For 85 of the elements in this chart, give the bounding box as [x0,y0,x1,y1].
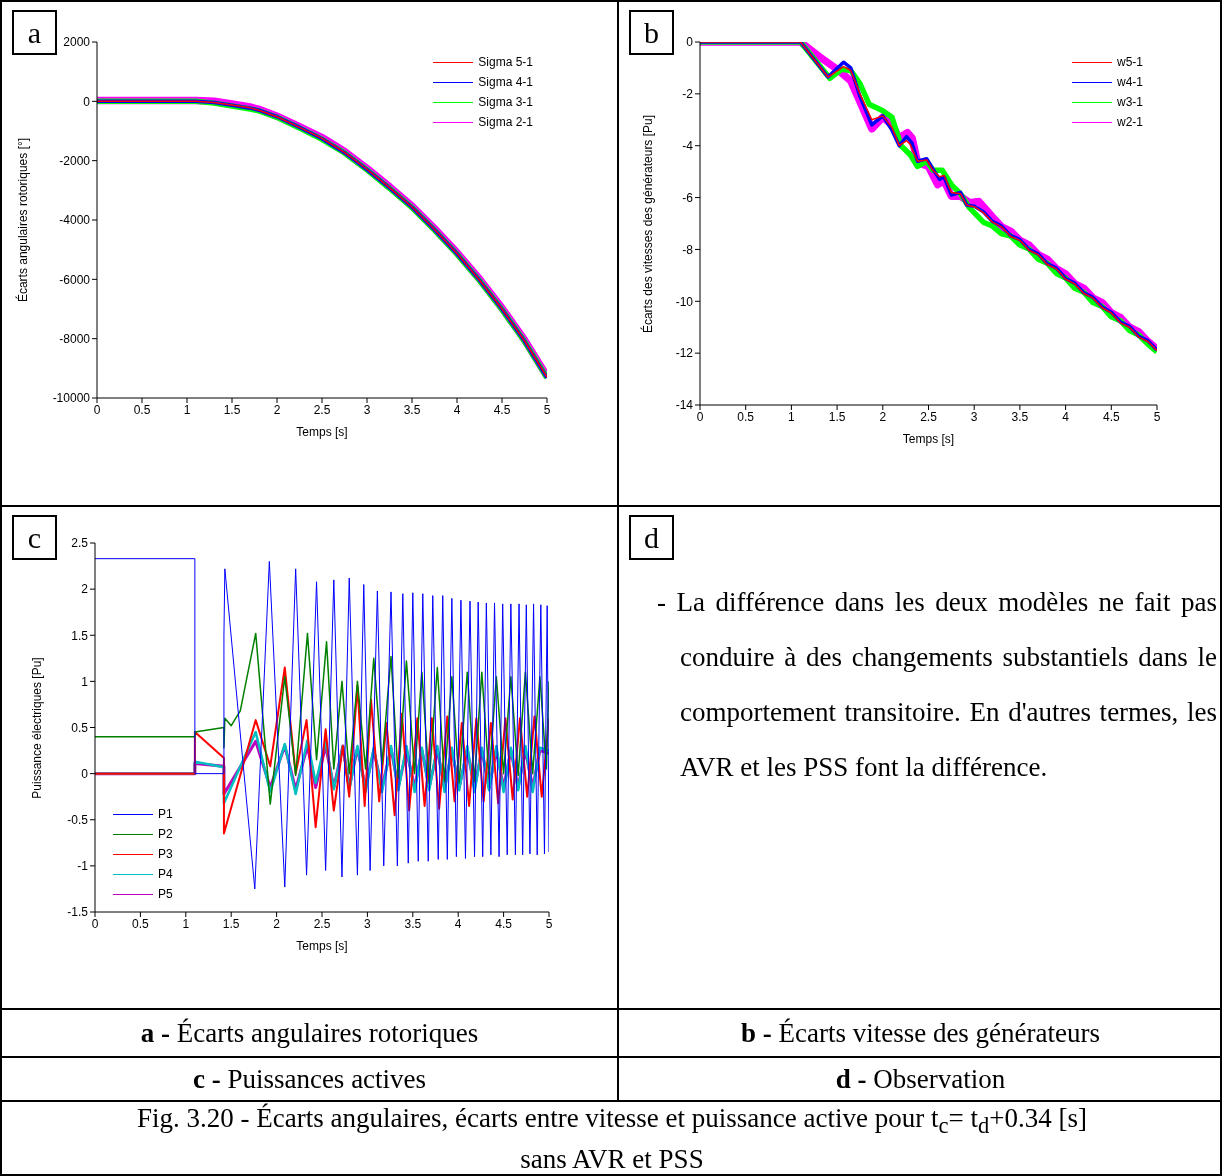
x-tick-label: 4.5 [1102,409,1120,424]
y-tick-label: 0.5 [71,720,89,735]
y-tick-label: -10000 [52,391,91,406]
y-tick-label: -12 [675,346,694,361]
x-tick-label: 5 [1153,409,1161,424]
chart-title: b [629,10,674,55]
x-tick-label: 1 [788,409,796,424]
x-tick-label: 2 [273,402,281,417]
x-tick-label: 3.5 [1011,409,1029,424]
y-axis-title: Écarts des vitesses des générateurs [Pu] [641,114,655,333]
text: d - Observation [835,1063,1006,1095]
text: b - Écarts vitesse des générateurs [740,1017,1101,1049]
y-tick-label: -0.5 [67,813,89,828]
legend-label: P3 [158,847,173,861]
x-tick-label: 4.5 [493,402,511,417]
y-tick-label: -2 [682,87,694,102]
x-tick-label: 2 [273,916,281,931]
x-tick-label: 2.5 [920,409,938,424]
x-tick-label: 2.5 [313,916,331,931]
x-axis-title: Temps [s] [296,939,348,953]
legend-label: Sigma 2-1 [478,115,533,129]
legend-label: w3-1 [1116,95,1143,109]
y-tick-label: -8000 [59,331,91,346]
x-tick-label: 0 [93,402,101,417]
legend-label: P5 [158,887,173,901]
y-tick-label: -1 [77,859,89,874]
y-tick-label: 0 [686,35,694,50]
x-tick-label: 3.5 [403,402,421,417]
x-tick-label: 2 [879,409,887,424]
x-tick-label: 5 [545,916,553,931]
x-tick-label: 3 [970,409,978,424]
legend-label: Sigma 5-1 [478,55,533,69]
y-tick-label: 0 [83,94,91,109]
legend-label: Sigma 4-1 [478,75,533,89]
x-tick-label: 0.5 [133,402,151,417]
legend-label: w4-1 [1116,75,1143,89]
y-axis-title: Puissance électriques [Pu] [30,656,44,799]
text: a - Écarts angulaires rotoriques [140,1017,479,1049]
y-tick-label: 0 [81,766,89,781]
chart-title: c [12,515,57,560]
chart-title: a [12,10,57,55]
y-tick-label: 2000 [63,35,91,50]
y-tick-label: -4000 [59,213,91,228]
text: - La différence dans les deux modèles ne fait pas conduire à des changements substantiels dans le comportement transitoire. En d'autres termes, les AVR et les PSS font la différence. [657,586,1217,784]
y-axis-title: Écarts angulaires rotoriques [°] [16,137,30,303]
x-tick-label: 1 [183,402,191,417]
x-tick-label: 1.5 [222,916,240,931]
text: d [629,515,674,560]
x-tick-label: 4 [454,916,462,931]
y-tick-label: 1.5 [71,628,89,643]
y-tick-label: 2 [81,582,89,597]
x-tick-label: 0 [696,409,704,424]
y-tick-label: -6000 [59,272,91,287]
legend-label: P2 [158,827,173,841]
y-tick-label: -6 [682,190,694,205]
y-tick-label: 2.5 [71,536,89,551]
x-tick-label: 3 [363,402,371,417]
y-tick-label: -14 [675,398,694,413]
x-tick-label: 3.5 [404,916,422,931]
y-tick-label: -8 [682,242,694,257]
x-tick-label: 4.5 [495,916,513,931]
y-tick-label: -1.5 [67,905,89,920]
text: c - Puissances actives [192,1063,427,1095]
x-tick-label: 1.5 [828,409,846,424]
x-tick-label: 1 [182,916,190,931]
y-tick-label: -2000 [59,153,91,168]
x-axis-title: Temps [s] [296,425,348,439]
x-tick-label: 4 [1062,409,1070,424]
x-tick-label: 5 [543,402,551,417]
x-tick-label: 4 [453,402,461,417]
legend-label: P4 [158,867,173,881]
y-tick-label: -10 [675,294,694,309]
x-tick-label: 2.5 [313,402,331,417]
x-tick-label: 0.5 [737,409,755,424]
text: Fig. 3.20 - Écarts angulaires, écarts entre vitesse et puissance active pour t$_{c}$= t$_{d}$+0.34 [s] sans AVR et PSS [137,1103,1087,1174]
x-axis-title: Temps [s] [902,432,955,446]
y-tick-label: -4 [682,138,694,153]
x-tick-label: 3 [364,916,372,931]
x-tick-label: 1.5 [223,402,241,417]
legend-label: w2-1 [1116,115,1143,129]
legend-label: Sigma 3-1 [478,95,533,109]
legend-label: w5-1 [1116,55,1143,69]
x-tick-label: 0.5 [132,916,150,931]
y-tick-label: 1 [81,674,89,689]
legend-label: P1 [158,807,173,821]
